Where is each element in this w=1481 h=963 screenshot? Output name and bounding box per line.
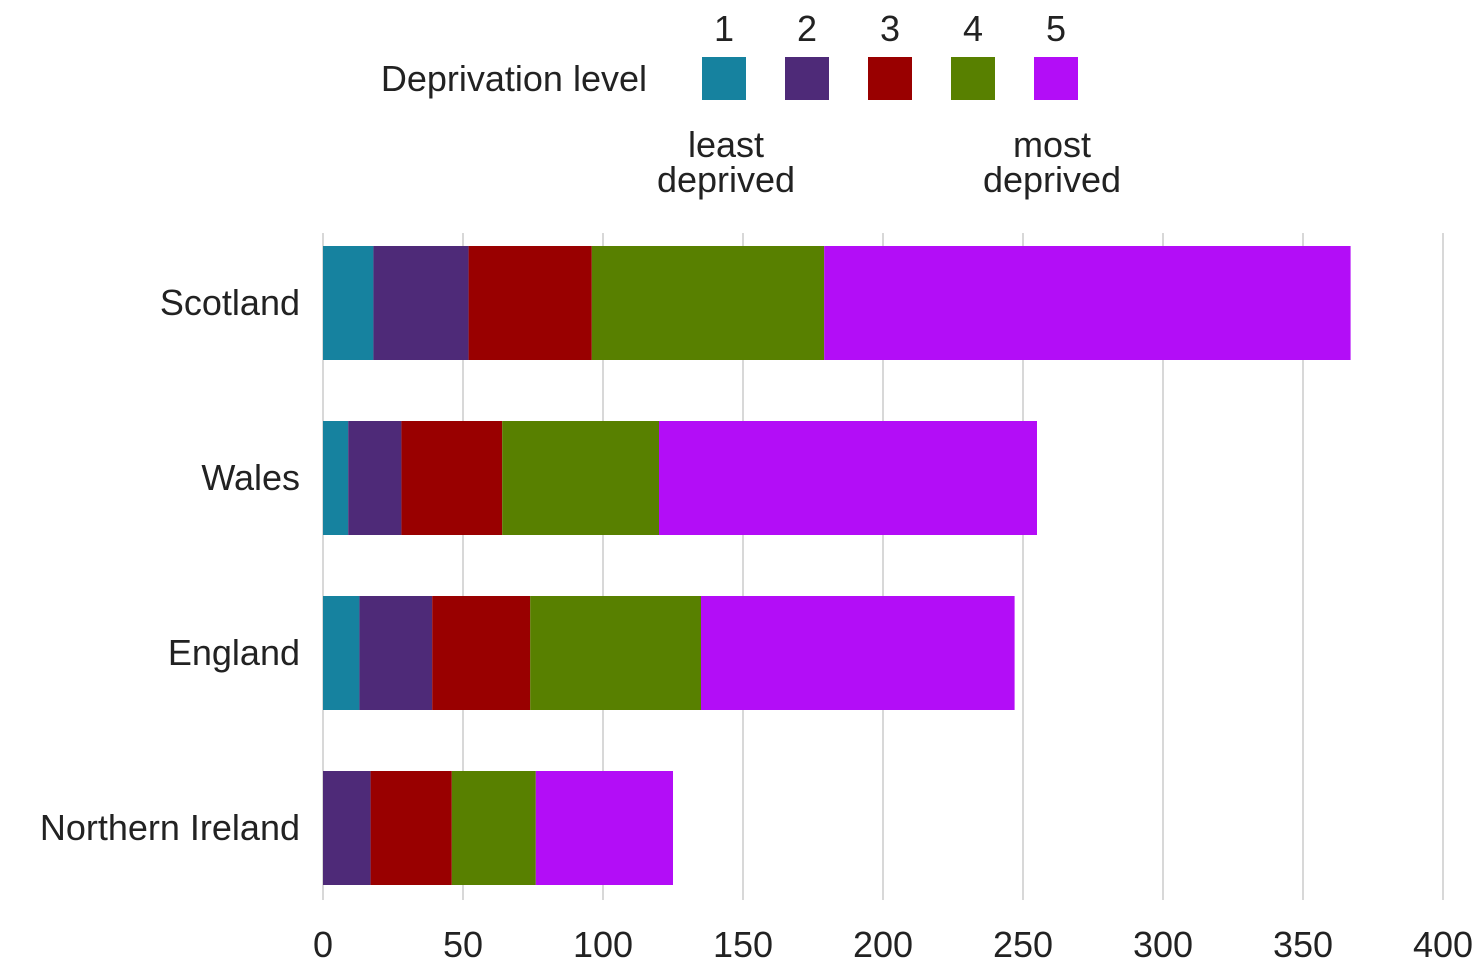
bar-wales-level-1 [323,421,349,535]
bar-scotland-level-4 [591,246,825,360]
bar-wales-level-3 [401,421,503,535]
bar-england-level-1 [323,596,360,710]
bar-wales-level-4 [502,421,659,535]
bar-england-level-3 [432,596,531,710]
bar-northern-ireland-level-2 [323,771,371,885]
legend-swatch-5 [1034,57,1078,100]
bar-scotland-level-5 [824,246,1351,360]
legend-title: Deprivation level [381,58,647,99]
y-label-wales: Wales [201,457,300,498]
y-label-scotland: Scotland [160,282,300,323]
legend-low-label: least deprived [657,124,795,200]
x-tick-label: 100 [573,924,633,963]
bar-wales-level-5 [659,421,1037,535]
x-tick-label: 50 [443,924,483,963]
bars [323,246,1351,885]
bar-scotland-level-1 [323,246,374,360]
y-label-england: England [168,632,300,673]
y-axis-labels: Scotland Wales England Northern Ireland [40,282,300,848]
y-label-northern-ireland: Northern Ireland [40,807,300,848]
legend-label-2: 2 [797,8,817,49]
legend-label-3: 3 [880,8,900,49]
bar-northern-ireland-level-4 [451,771,536,885]
x-tick-label: 350 [1273,924,1333,963]
legend-label-1: 1 [714,8,734,49]
x-tick-label: 300 [1133,924,1193,963]
x-axis-tick-labels: 0 50 100 150 200 250 300 350 400 [313,924,1473,963]
legend-label-4: 4 [963,8,983,49]
x-tick-label: 200 [853,924,913,963]
x-tick-label: 0 [313,924,333,963]
bar-scotland-level-2 [373,246,469,360]
bar-wales-level-2 [348,421,402,535]
bar-northern-ireland-level-3 [370,771,452,885]
x-tick-label: 400 [1413,924,1473,963]
legend-swatch-1 [702,57,746,100]
bar-england-level-4 [530,596,701,710]
bar-scotland-level-3 [468,246,592,360]
legend-swatch-2 [785,57,829,100]
bar-england-level-5 [701,596,1015,710]
legend-swatch-3 [868,57,912,100]
x-tick-label: 250 [993,924,1053,963]
legend-high-label: most deprived [983,124,1121,200]
legend: Deprivation level least deprived most depr… [381,8,1121,200]
bar-northern-ireland-level-5 [535,771,673,885]
legend-label-5: 5 [1046,8,1066,49]
x-tick-label: 150 [713,924,773,963]
legend-swatch-4 [951,57,995,100]
bar-england-level-2 [359,596,433,710]
